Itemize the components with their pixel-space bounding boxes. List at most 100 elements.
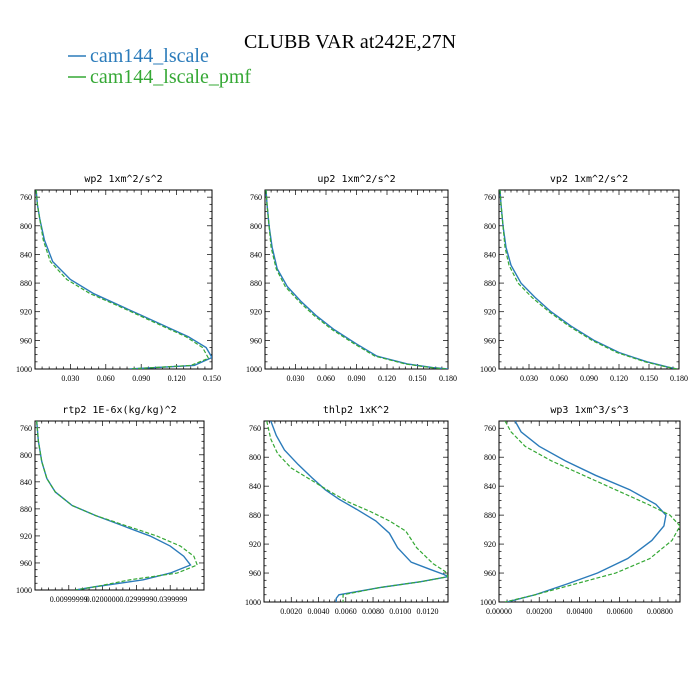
y-tick-label: 840 [484,250,496,259]
y-tick-label: 960 [250,336,262,345]
y-tick-label: 1000 [16,365,32,374]
series-line-cam144-lscale-pmf [35,190,210,369]
plot-frame [498,420,681,603]
y-tick-label: 760 [484,424,496,433]
x-tick-label: 0.030 [520,374,538,383]
y-tick-label: 800 [20,222,32,231]
y-tick-label: 960 [20,336,32,345]
series-line-cam144-lscale [270,421,448,602]
panel-title: wp2 1xm^2/s^2 [84,174,162,185]
y-tick-label: 800 [249,453,261,462]
y-tick-label: 800 [20,451,32,460]
y-tick-label: 920 [20,532,32,541]
y-tick-label: 840 [484,482,496,491]
plot-frame [34,189,213,370]
y-tick-label: 920 [249,540,261,549]
x-tick-label: 0.0020 [280,607,302,616]
figure-title: CLUBB VAR at242E,27N [244,31,456,53]
series-line-cam144-lscale-pmf [36,421,199,590]
x-tick-label: 0.180 [439,374,457,383]
y-tick-label: 840 [249,482,261,491]
x-tick-label: 0.0399999 [153,595,187,604]
panel-title: thlp2 1xK^2 [323,405,389,416]
y-tick-label: 800 [484,453,496,462]
panel-wp2: wp2 1xm^2/s^2 760 800 840 880 920 960 1000 0.030… [16,174,221,383]
y-tick-label: 760 [20,193,32,202]
y-tick-label: 800 [250,222,262,231]
x-tick-label: 0.090 [580,374,598,383]
panels: wp2 1xm^2/s^2 760 800 840 880 920 960 1000 0.030… [16,174,688,616]
y-tick-label: 1000 [16,586,32,595]
y-tick-label: 880 [484,511,496,520]
x-tick-label: 0.090 [348,374,366,383]
y-tick-label: 1000 [480,598,496,607]
x-tick-label: 0.00999999 [50,595,88,604]
series-line-cam144-lscale-pmf [499,190,678,369]
x-tick-label: 0.0100 [389,607,411,616]
y-tick-label: 920 [484,308,496,317]
y-tick-label: 1000 [480,365,496,374]
panel-title: wp3 1xm^3/s^3 [550,405,628,416]
x-tick-label: 0.060 [550,374,568,383]
y-tick-label: 840 [20,250,32,259]
x-tick-label: 0.00800 [647,607,673,616]
y-tick-label: 920 [20,308,32,317]
plot-frame [263,420,449,603]
panel-wp3: wp3 1xm^3/s^3 760 800 840 880 920 960 10000.000… [480,405,681,616]
y-tick-label: 760 [484,193,496,202]
x-tick-label: 0.0040 [308,607,330,616]
x-tick-label: 0.00600 [607,607,633,616]
y-tick-label: 920 [484,540,496,549]
x-tick-label: 0.0200000 [86,595,120,604]
y-tick-label: 840 [250,250,262,259]
y-tick-label: 880 [250,279,262,288]
x-tick-label: 0.060 [97,374,115,383]
y-tick-label: 1000 [246,365,262,374]
y-tick-label: 960 [484,336,496,345]
legend-label-cam144-lscale-pmf: cam144_lscale_pmf [90,66,251,88]
x-tick-label: 0.120 [168,374,186,383]
panel-title: vp2 1xm^2/s^2 [550,174,628,185]
y-tick-label: 760 [20,424,32,433]
x-tick-label: 0.060 [317,374,335,383]
y-tick-label: 760 [249,424,261,433]
x-tick-label: 0.00000 [486,607,512,616]
panel-title: up2 1xm^2/s^2 [317,174,395,185]
x-tick-label: 0.00400 [566,607,592,616]
y-tick-label: 800 [484,222,496,231]
x-tick-label: 0.030 [61,374,79,383]
panel-rtp2: rtp2 1E-6x(kg/kg)^2 760 800 840 880 920 960 100… [16,405,205,604]
legend-label-cam144-lscale: cam144_lscale [90,45,209,67]
panel-title: rtp2 1E-6x(kg/kg)^2 [62,405,176,416]
panel-up2: up2 1xm^2/s^2 760 800 840 880 920 960 1000 0.030… [246,174,457,383]
y-tick-label: 1000 [245,598,261,607]
y-tick-label: 920 [250,308,262,317]
y-tick-label: 960 [249,569,261,578]
x-tick-label: 0.00200 [526,607,552,616]
x-tick-label: 0.150 [640,374,658,383]
y-tick-label: 760 [250,193,262,202]
plot-frame [34,420,205,591]
y-tick-label: 880 [20,279,32,288]
y-tick-label: 880 [484,279,496,288]
x-tick-label: 0.0060 [335,607,357,616]
series-line-cam144-lscale-pmf [266,421,448,602]
x-tick-label: 0.150 [203,374,221,383]
x-tick-label: 0.030 [287,374,305,383]
panel-thlp2: thlp2 1xK^2 760 800 840 880 920 960 1000 0.0020 0… [245,405,449,616]
y-tick-label: 880 [249,511,261,520]
x-tick-label: 0.120 [610,374,628,383]
series-line-cam144-lscale-pmf [504,421,680,602]
x-tick-label: 0.0080 [362,607,384,616]
y-tick-label: 840 [20,478,32,487]
x-tick-label: 0.090 [132,374,150,383]
x-tick-label: 0.120 [378,374,396,383]
series-line-cam144-lscale [506,421,667,602]
x-tick-label: 0.180 [670,374,688,383]
x-tick-label: 0.150 [409,374,427,383]
series-line-cam144-lscale-pmf [265,190,447,369]
y-tick-label: 960 [484,569,496,578]
panel-vp2: vp2 1xm^2/s^2 760 800 840 880 920 960 1000 0.030… [480,174,688,383]
